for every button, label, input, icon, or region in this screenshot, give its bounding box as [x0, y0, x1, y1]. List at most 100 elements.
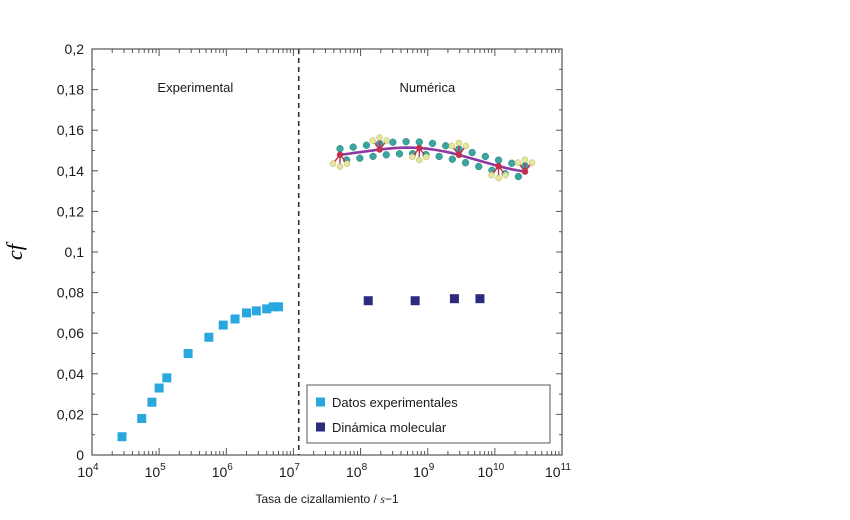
x-tick-label: 106	[212, 462, 234, 480]
molecule-bead	[349, 143, 357, 151]
point-experimental	[218, 320, 228, 330]
molecule-bead	[514, 172, 523, 181]
molecule-illustration	[329, 134, 536, 182]
molecule-carbon	[495, 162, 502, 170]
x-tick-base: 10	[279, 464, 295, 480]
legend: Datos experimentales Dinámica molecular	[306, 384, 551, 444]
molecule-bead	[336, 145, 344, 153]
y-tick-label: 0,1	[65, 244, 85, 260]
molecule-bead	[435, 152, 443, 161]
x-tick-label: 105	[145, 462, 167, 480]
x-tick-exponent: 10	[493, 462, 505, 473]
x-tick-exponent: 5	[160, 462, 166, 473]
molecule-hydrogen	[462, 142, 470, 150]
y-tick-label: 0,08	[57, 285, 84, 301]
x-tick-label: 109	[413, 462, 435, 480]
y-tick-label: 0,04	[57, 366, 84, 382]
x-tick-base: 10	[145, 464, 161, 480]
point-experimental	[137, 413, 147, 423]
point-experimental	[117, 432, 127, 442]
point-experimental	[183, 349, 193, 358]
molecule-bead	[442, 142, 450, 150]
ticks-layer: 0 0,02 0,04 0,06 0,08 0,1 0,12 0,14 0,16 0,18 0,2 1…	[57, 41, 572, 480]
point-experimental	[147, 397, 157, 407]
points-layer	[117, 294, 485, 442]
x-tick-base: 10	[77, 464, 93, 480]
y-tick-label: 0,16	[57, 122, 84, 138]
x-axis-title-unit: s	[380, 492, 385, 506]
molecule-hydrogen	[488, 171, 495, 179]
molecule-hydrogen	[495, 174, 502, 182]
x-tick-label: 1011	[545, 462, 571, 480]
molecule-hydrogen	[369, 137, 376, 144]
x-tick-label: 108	[346, 462, 368, 480]
x-tick-base: 10	[545, 464, 561, 480]
point-experimental	[262, 304, 272, 314]
molecule-hydrogen	[409, 153, 416, 161]
y-tick-label: 0,12	[57, 203, 84, 219]
molecule-bead	[362, 141, 371, 149]
y-tick-label: 0,18	[57, 82, 84, 98]
molecule-hydrogen	[521, 156, 529, 163]
molecule-bead	[494, 156, 503, 164]
molecule-hydrogen	[383, 137, 390, 144]
x-tick-label: 104	[77, 462, 99, 480]
y-tick-label: 0,06	[57, 325, 84, 341]
region-label-numerica: Numérica	[400, 80, 456, 95]
molecule-hydrogen	[376, 134, 383, 141]
x-tick-base: 10	[346, 464, 362, 480]
point-experimental	[274, 302, 284, 312]
molecule-bead	[428, 139, 437, 148]
x-tick-exponent: 7	[294, 462, 300, 473]
molecule-backbone	[339, 146, 526, 173]
point-experimental	[204, 332, 214, 342]
molecule-bead	[461, 159, 470, 167]
legend-label-experimental: Datos experimentales	[332, 395, 458, 410]
legend-swatch-experimental	[316, 397, 325, 407]
y-tick-label: 0,2	[65, 41, 85, 57]
molecule-carbon	[455, 151, 463, 159]
molecule-bead	[395, 150, 404, 158]
point-experimental	[230, 314, 240, 324]
legend-label-molecular: Dinámica molecular	[332, 420, 447, 435]
molecule-hydrogen	[416, 156, 423, 164]
x-tick-base: 10	[413, 464, 429, 480]
molecule-bead	[402, 137, 410, 146]
molecule-hydrogen	[455, 139, 463, 147]
point-experimental	[268, 302, 278, 312]
molecule-bead	[475, 162, 483, 171]
molecule-bead	[448, 155, 456, 163]
molecule-bead	[508, 159, 516, 167]
y-axis-title: cf	[2, 241, 27, 260]
point-experimental	[154, 383, 164, 393]
molecule-bead	[382, 151, 390, 159]
x-axis-title-exp: −1	[385, 492, 399, 506]
molecule-bead	[468, 148, 476, 157]
x-tick-exponent: 6	[227, 462, 233, 473]
molecule-bead	[481, 152, 490, 161]
molecule-carbon	[376, 146, 383, 153]
point-experimental	[251, 306, 261, 316]
molecule-bead	[369, 152, 377, 161]
x-tick-label: 107	[279, 462, 301, 480]
molecule-hydrogen	[343, 160, 351, 167]
molecule-hydrogen	[502, 171, 509, 179]
molecule-bead	[356, 154, 364, 162]
molecule-carbon	[336, 151, 344, 158]
point-molecular	[475, 294, 485, 304]
point-molecular	[410, 296, 420, 306]
y-tick-label: 0,02	[57, 406, 84, 422]
y-tick-label: 0	[76, 447, 84, 463]
point-experimental	[241, 308, 251, 318]
x-tick-exponent: 11	[561, 462, 572, 473]
x-tick-exponent: 4	[93, 462, 99, 473]
molecule-bead	[415, 138, 423, 146]
molecule-hydrogen	[336, 163, 344, 170]
molecule-hydrogen	[448, 142, 456, 150]
x-tick-exponent: 8	[362, 462, 368, 473]
molecule-bead	[389, 138, 397, 146]
legend-box	[306, 384, 551, 444]
x-tick-exponent: 9	[429, 462, 435, 473]
y-tick-label: 0,14	[57, 163, 84, 179]
